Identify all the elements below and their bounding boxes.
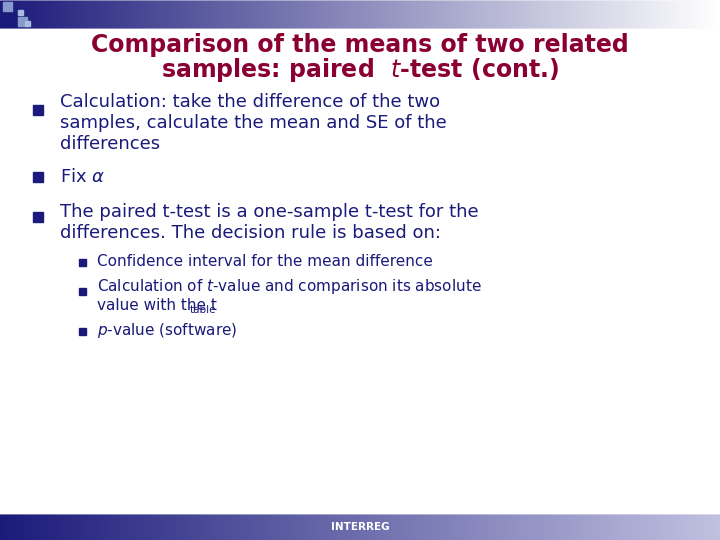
Text: The paired t-test is a one-sample t-test for the: The paired t-test is a one-sample t-test… — [60, 203, 479, 221]
Text: Confidence interval for the mean difference: Confidence interval for the mean differe… — [97, 254, 433, 269]
Text: samples: paired  $\it{t}$-test (cont.): samples: paired $\it{t}$-test (cont.) — [161, 56, 559, 84]
Bar — [3, 2, 12, 11]
Bar — [25, 21, 30, 26]
Bar — [33, 212, 43, 222]
Bar — [3, 13, 16, 26]
Text: Fix $\alpha$: Fix $\alpha$ — [60, 168, 105, 186]
Bar — [18, 17, 27, 26]
Bar — [78, 287, 86, 294]
Text: differences: differences — [60, 135, 160, 153]
Text: table: table — [190, 305, 217, 315]
Bar — [78, 327, 86, 334]
Text: samples, calculate the mean and SE of the: samples, calculate the mean and SE of th… — [60, 114, 446, 132]
Text: $\it{p}$-value (software): $\it{p}$-value (software) — [97, 321, 238, 341]
Bar — [78, 259, 86, 266]
Text: INTERREG: INTERREG — [330, 522, 390, 532]
Text: differences. The decision rule is based on:: differences. The decision rule is based … — [60, 224, 441, 242]
Bar — [33, 172, 43, 182]
Text: Calculation: take the difference of the two: Calculation: take the difference of the … — [60, 93, 440, 111]
Bar — [18, 10, 23, 15]
Text: Comparison of the means of two related: Comparison of the means of two related — [91, 33, 629, 57]
Bar — [33, 105, 43, 115]
Text: Calculation of $\it{t}$-value and comparison its absolute: Calculation of $\it{t}$-value and compar… — [97, 278, 482, 296]
Text: value with the t: value with the t — [97, 299, 217, 314]
